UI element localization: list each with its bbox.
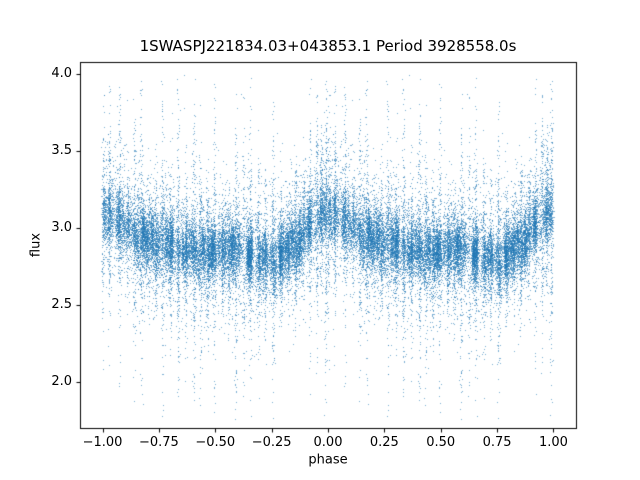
y-tick-label: 3.0: [51, 220, 72, 236]
x-tick-label: 0.75: [482, 435, 512, 450]
y-tick-label: 2.0: [51, 373, 72, 389]
x-tick-label: −0.25: [251, 435, 292, 450]
y-axis-label: flux: [28, 232, 44, 258]
x-tick-label: 1.00: [538, 435, 568, 450]
x-axis-label: phase: [308, 452, 348, 468]
y-tick-label: 4.0: [51, 66, 72, 82]
chart-title: 1SWASPJ221834.03+043853.1 Period 3928558…: [139, 37, 517, 55]
x-tick-label: −1.00: [82, 435, 123, 450]
x-tick-label: 0.50: [426, 435, 456, 450]
x-tick-label: 0.00: [313, 435, 343, 450]
y-tick-label: 2.5: [51, 296, 72, 312]
y-tick-label: 3.5: [51, 143, 72, 159]
x-tick-label: 0.25: [369, 435, 399, 450]
x-tick-label: −0.75: [138, 435, 179, 450]
x-tick-label: −0.50: [195, 435, 236, 450]
